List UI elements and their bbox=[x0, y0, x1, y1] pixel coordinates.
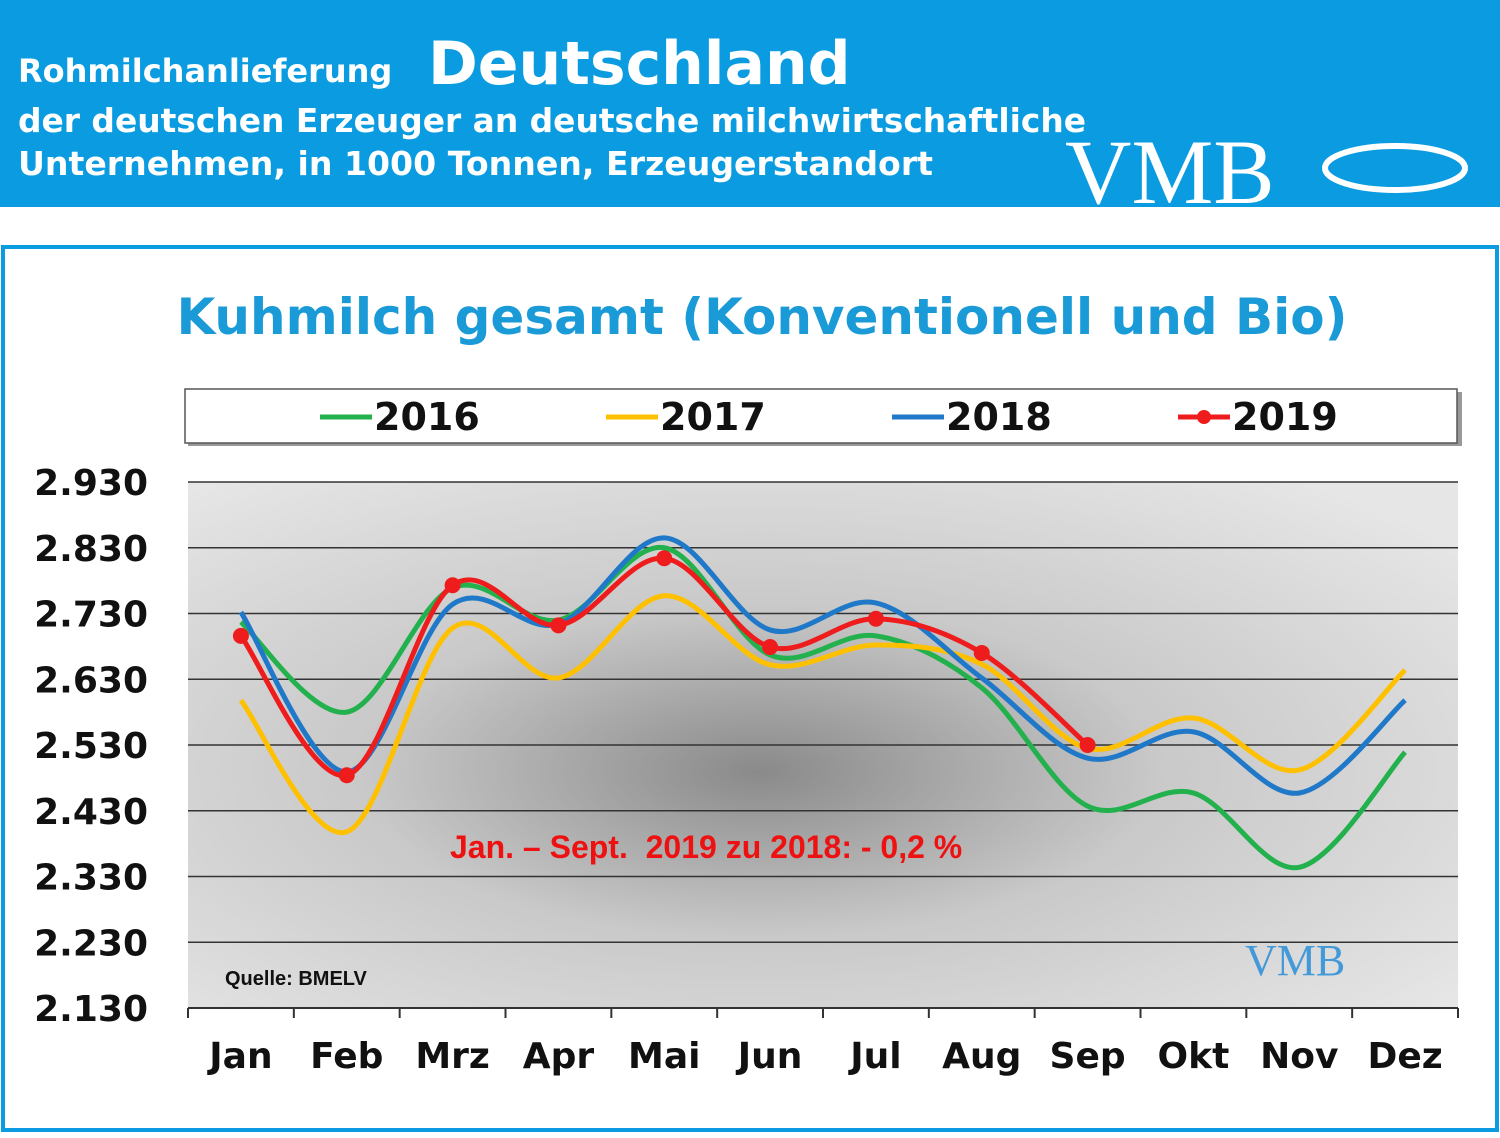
chart-title: Kuhmilch gesamt (Konventionell und Bio) bbox=[177, 288, 1348, 346]
y-tick-label: 2.330 bbox=[34, 858, 148, 899]
header-subtitle: Unternehmen, in 1000 Tonnen, Erzeugersta… bbox=[18, 144, 933, 183]
x-tick-label: Okt bbox=[1158, 1036, 1230, 1077]
x-tick-label: Mai bbox=[628, 1036, 700, 1077]
y-tick-label: 2.530 bbox=[34, 726, 148, 767]
point bbox=[444, 577, 461, 594]
x-tick-label: Aug bbox=[942, 1036, 1021, 1077]
point bbox=[550, 617, 567, 634]
point bbox=[1079, 737, 1096, 753]
header-title-small: Rohmilchanlieferung bbox=[18, 52, 392, 90]
point bbox=[867, 610, 884, 627]
point bbox=[973, 644, 990, 661]
header-logo: VMB bbox=[1065, 121, 1275, 223]
point bbox=[762, 639, 779, 656]
header-title-big: Deutschland bbox=[428, 29, 851, 99]
legend-label: 2016 bbox=[374, 395, 480, 439]
y-tick-label: 2.130 bbox=[34, 989, 148, 1030]
legend-marker bbox=[1197, 410, 1211, 424]
x-tick-label: Jun bbox=[735, 1036, 803, 1077]
x-tick-label: Sep bbox=[1050, 1036, 1126, 1077]
annotation: Jan. – Sept. 2019 zu 2018: - 0,2 % bbox=[450, 829, 962, 865]
x-tick-label: Nov bbox=[1260, 1036, 1338, 1077]
x-tick-label: Dez bbox=[1367, 1036, 1442, 1077]
source: Quelle: BMELV bbox=[225, 968, 368, 990]
watermark: VMB bbox=[1245, 936, 1345, 985]
header-subtitle: der deutschen Erzeuger an deutsche milch… bbox=[18, 101, 1086, 140]
y-tick-label: 2.830 bbox=[34, 529, 148, 570]
series-line bbox=[238, 555, 1090, 778]
legend-label: 2019 bbox=[1232, 395, 1338, 439]
x-tick-label: Jan bbox=[206, 1036, 272, 1077]
x-tick-label: Feb bbox=[310, 1036, 383, 1077]
legend-label: 2018 bbox=[946, 395, 1052, 439]
y-tick-label: 2.630 bbox=[34, 660, 148, 701]
y-tick-label: 2.230 bbox=[34, 923, 148, 964]
y-tick-label: 2.430 bbox=[34, 792, 148, 833]
point bbox=[338, 767, 355, 784]
point bbox=[232, 627, 249, 644]
y-tick-label: 2.730 bbox=[34, 595, 148, 636]
x-tick-label: Apr bbox=[523, 1036, 595, 1077]
y-tick-label: 2.930 bbox=[34, 463, 148, 504]
logo-swirl bbox=[1322, 143, 1468, 193]
series-line bbox=[239, 545, 1407, 871]
x-tick-label: Jul bbox=[847, 1036, 901, 1077]
legend-box bbox=[184, 388, 1458, 444]
point bbox=[656, 550, 673, 567]
series-line bbox=[238, 593, 1407, 835]
x-tick-label: Mrz bbox=[415, 1036, 490, 1077]
legend-label: 2017 bbox=[660, 395, 766, 439]
header-band bbox=[0, 0, 1500, 207]
series-line bbox=[238, 535, 1407, 796]
